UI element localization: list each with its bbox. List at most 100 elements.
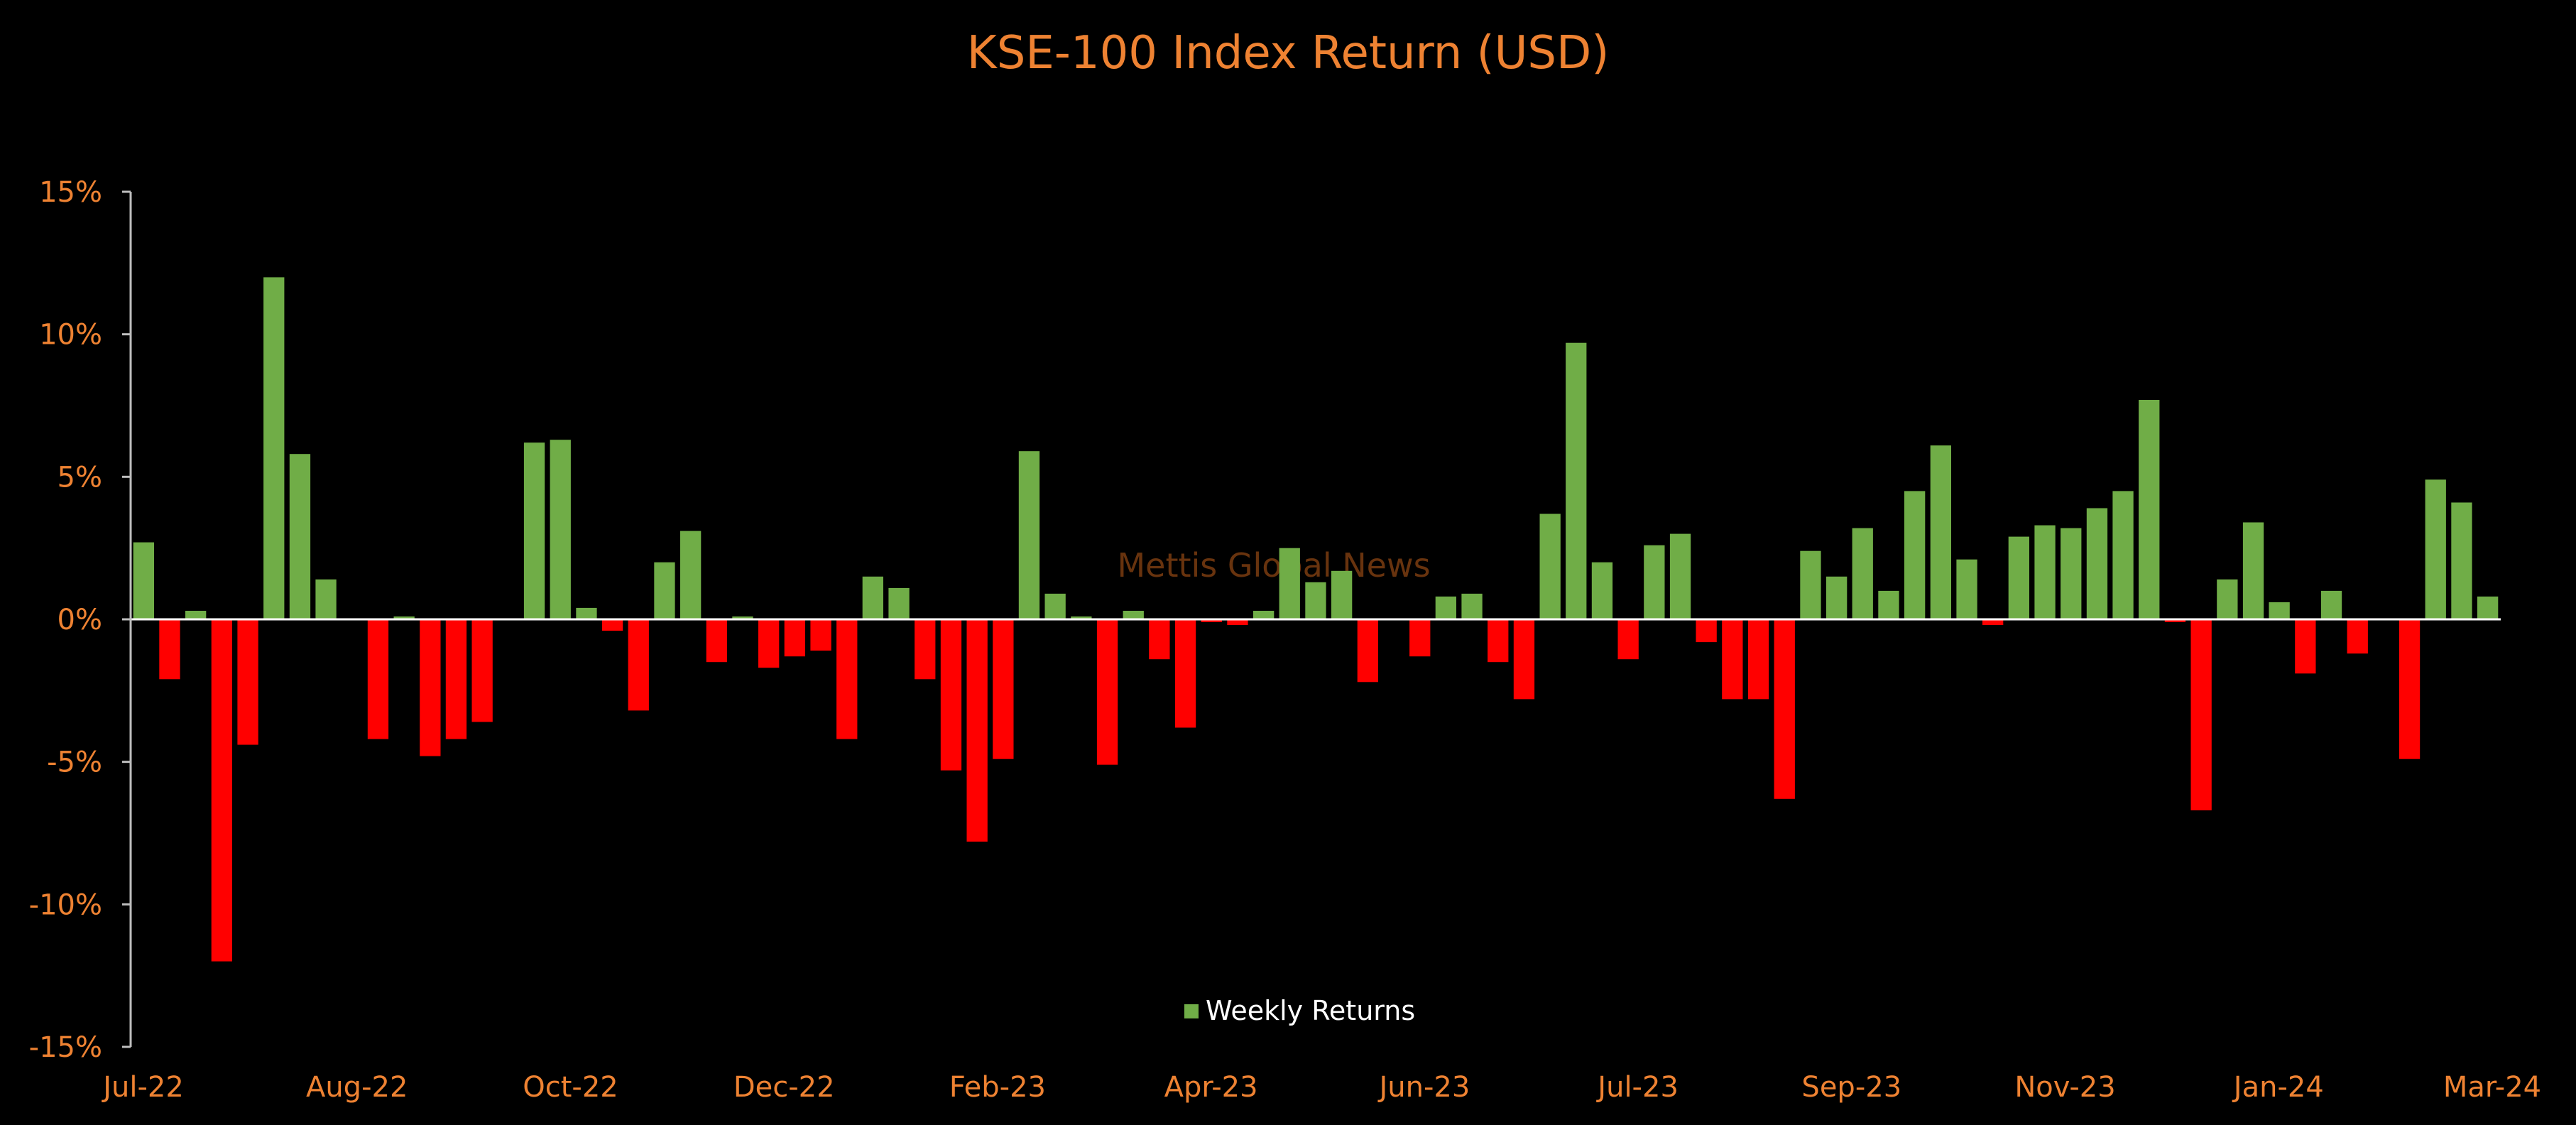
bar <box>2086 508 2108 619</box>
bar <box>2139 400 2160 619</box>
bar <box>2295 619 2316 674</box>
y-tick-label: -5% <box>47 746 102 779</box>
bar <box>862 576 883 619</box>
bar <box>2347 619 2368 654</box>
bar <box>1722 619 1743 700</box>
bar <box>1747 619 1769 700</box>
bar <box>1982 619 2004 625</box>
legend-label-weekly-returns: Weekly Returns <box>1206 995 1415 1026</box>
x-tick-label: Jan-24 <box>2232 1071 2324 1104</box>
bar <box>2217 579 2238 619</box>
y-tick-label: -15% <box>29 1031 102 1064</box>
bar <box>1331 570 1353 619</box>
bar <box>966 619 988 842</box>
bar <box>185 611 207 619</box>
bar <box>993 619 1014 759</box>
bar <box>1357 619 1378 683</box>
bar <box>2008 536 2029 619</box>
bar <box>2477 596 2499 619</box>
bar <box>289 454 311 619</box>
bar <box>1409 619 1431 657</box>
bar <box>1904 491 1926 619</box>
bar <box>1435 596 1456 619</box>
bar <box>1018 451 1040 619</box>
bar <box>2034 525 2056 619</box>
x-tick-label: Jul-22 <box>101 1071 184 1104</box>
bar <box>1617 619 1639 660</box>
bar <box>211 619 232 962</box>
bar <box>1930 445 1951 619</box>
y-tick-label: 15% <box>39 176 102 209</box>
bar <box>1174 619 1196 728</box>
bar <box>445 619 467 739</box>
bar <box>628 619 649 711</box>
bar <box>315 579 337 619</box>
bar <box>420 619 441 756</box>
bar <box>159 619 180 680</box>
bar <box>133 542 154 619</box>
bar <box>2190 619 2212 810</box>
bar <box>1123 611 1144 619</box>
x-tick-label: Jun-23 <box>1377 1071 1470 1104</box>
bar <box>732 616 753 619</box>
bar <box>2398 619 2421 759</box>
bar <box>1669 533 1691 619</box>
bar <box>1201 619 1222 622</box>
bar <box>2112 491 2134 619</box>
bar <box>1096 619 1118 765</box>
bar <box>601 619 623 631</box>
bars-group <box>133 277 2499 962</box>
x-tick-label: Sep-23 <box>1801 1071 1901 1104</box>
bar <box>367 619 389 739</box>
bar <box>1644 545 1665 619</box>
bar <box>1044 593 1066 619</box>
bar <box>237 619 258 745</box>
bar <box>2164 619 2186 622</box>
watermark-text: Mettis Global News <box>1117 546 1430 585</box>
bar <box>810 619 831 651</box>
bar <box>2320 590 2342 619</box>
bar <box>940 619 962 771</box>
chart-title: KSE-100 Index Return (USD) <box>967 27 1610 80</box>
bar <box>1591 562 1613 619</box>
bar <box>471 619 493 722</box>
bar <box>1878 590 1899 619</box>
bar <box>2242 522 2264 619</box>
x-tick-label: Nov-23 <box>2014 1071 2115 1104</box>
y-axis-ticks: 15% 10% 5% 0% -5% -10% -15% <box>29 176 131 1064</box>
bar <box>1774 619 1795 799</box>
bar <box>1253 611 1275 619</box>
bar <box>2451 502 2472 619</box>
bar <box>2061 528 2082 619</box>
bar <box>1227 619 1248 625</box>
x-tick-label: Jul-23 <box>1595 1071 1679 1104</box>
bar <box>706 619 727 663</box>
x-tick-label: Apr-23 <box>1164 1071 1258 1104</box>
bar <box>1305 582 1326 619</box>
bar <box>1852 528 1873 619</box>
y-tick-label: 0% <box>58 604 102 636</box>
x-tick-label: Dec-22 <box>733 1071 835 1104</box>
bar <box>1488 619 1509 663</box>
bar <box>550 440 571 619</box>
x-tick-label: Feb-23 <box>949 1071 1046 1104</box>
bar <box>1461 593 1483 619</box>
x-tick-label: Mar-24 <box>2443 1071 2541 1104</box>
bar <box>1956 559 1977 619</box>
bar <box>784 619 805 657</box>
bar <box>576 607 597 619</box>
legend-swatch-weekly-returns <box>1184 1004 1199 1018</box>
bar <box>1566 342 1587 619</box>
bar <box>1696 619 1717 643</box>
bar <box>2425 479 2446 619</box>
bar <box>680 531 702 619</box>
bar <box>523 442 545 619</box>
bar <box>2269 602 2290 619</box>
bar <box>1149 619 1170 660</box>
bar <box>1279 548 1300 619</box>
bar <box>654 562 675 619</box>
bar <box>1513 619 1535 700</box>
bar <box>1071 616 1092 619</box>
y-tick-label: -10% <box>29 888 102 921</box>
